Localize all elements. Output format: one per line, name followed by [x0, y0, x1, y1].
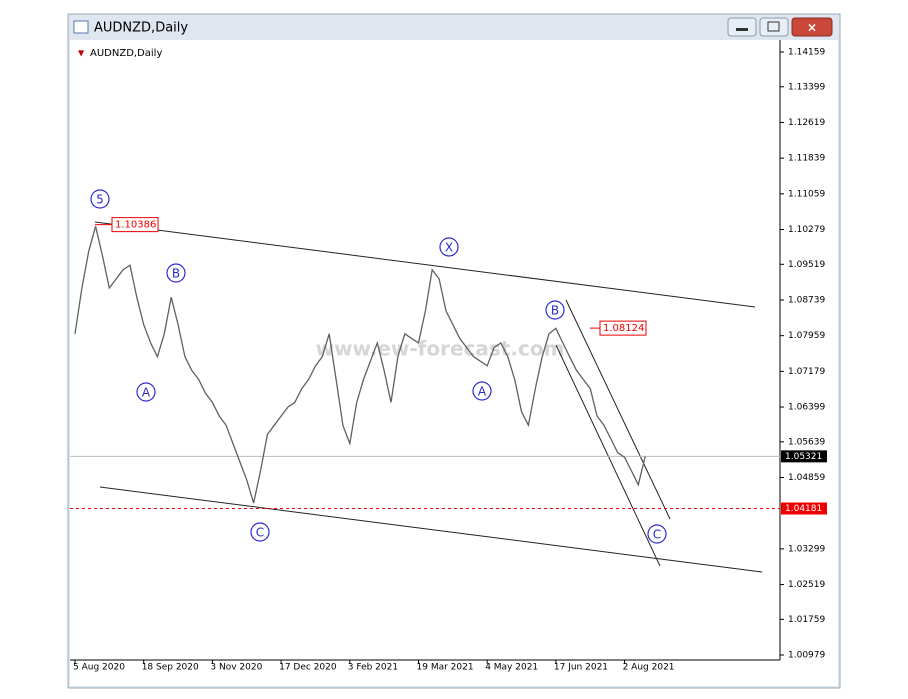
wave-label: C	[256, 526, 264, 540]
minimize-icon	[736, 28, 748, 31]
window-title: AUDNZD,Daily	[94, 21, 188, 36]
price-marker-box	[599, 320, 647, 336]
wave-label: 5	[96, 193, 104, 207]
wave-circle	[90, 189, 110, 209]
x-tick-label: 19 Mar 2021	[417, 663, 474, 673]
wave-label: A	[142, 386, 151, 400]
wave-label: C	[653, 528, 661, 542]
price-marker-label: 1.10386	[115, 220, 156, 231]
y-tick-label: 1.07959	[788, 331, 825, 341]
close-icon: ×	[807, 21, 817, 35]
trend-lines	[94, 221, 763, 573]
minimize-button[interactable]	[727, 17, 757, 37]
y-tick-label: 1.13399	[788, 82, 825, 92]
x-tick-label: 4 May 2021	[485, 663, 538, 673]
x-tick-label: 17 Dec 2020	[279, 663, 337, 673]
wave-label: B	[551, 304, 559, 318]
y-tick-label: 1.11839	[788, 154, 825, 164]
y-tick-label: 1.06399	[788, 403, 825, 413]
chart-area	[70, 40, 838, 686]
close-button[interactable]	[791, 17, 833, 37]
x-tick-label: 18 Sep 2020	[142, 663, 199, 673]
current-price-box	[781, 450, 827, 463]
restore-icon	[767, 21, 780, 32]
dropdown-icon[interactable]: ▼	[78, 49, 85, 58]
restore-button[interactable]	[759, 17, 789, 37]
price-marker-label: 1.08124	[603, 323, 644, 334]
chart-title: AUDNZD,Daily	[90, 48, 162, 59]
price-marker-box	[111, 217, 159, 233]
wave-circle	[136, 382, 156, 402]
wave-circle	[439, 237, 459, 257]
y-tick-label: 1.14159	[788, 48, 825, 58]
wave-circle	[166, 263, 186, 283]
x-tick-label: 5 Aug 2020	[73, 663, 125, 673]
wave-channel-upper	[565, 299, 671, 520]
y-tick-label: 1.10279	[788, 225, 825, 235]
y-tick-label: 1.00979	[788, 651, 825, 661]
y-tick-label: 1.08739	[788, 295, 825, 305]
wave-label: X	[445, 241, 453, 255]
y-tick-label: 1.01759	[788, 615, 825, 625]
lower-channel-line	[99, 486, 763, 573]
wave-circle	[647, 524, 667, 544]
wave-label: A	[478, 385, 487, 399]
y-tick-label: 1.02519	[788, 580, 825, 590]
wave-channel-lower	[555, 344, 661, 567]
alert-price-box	[781, 502, 827, 515]
upper-channel-line	[94, 221, 756, 308]
x-tick-label: 3 Nov 2020	[210, 663, 262, 673]
window-icon	[73, 20, 89, 34]
y-tick-label: 1.03299	[788, 544, 825, 554]
x-tick-label: 3 Feb 2021	[348, 663, 398, 673]
wave-circle	[472, 381, 492, 401]
y-tick-label: 1.05639	[788, 437, 825, 447]
y-tick-label: 1.11059	[788, 189, 825, 199]
x-tick-label: 17 Jun 2021	[554, 663, 608, 673]
y-tick-label: 1.04859	[788, 473, 825, 483]
y-tick-label: 1.09519	[788, 260, 825, 270]
wave-label: B	[172, 267, 180, 281]
y-tick-label: 1.07179	[788, 367, 825, 377]
watermark: www.ew-forecast.com	[316, 337, 565, 361]
current-price-label: 1.05321	[785, 452, 822, 462]
price-line	[74, 226, 646, 504]
alert-price-label: 1.04181	[785, 504, 822, 514]
wave-circle	[250, 522, 270, 542]
y-tick-label: 1.12619	[788, 118, 825, 128]
wave-circle	[545, 300, 565, 320]
x-tick-label: 2 Aug 2021	[623, 663, 675, 673]
